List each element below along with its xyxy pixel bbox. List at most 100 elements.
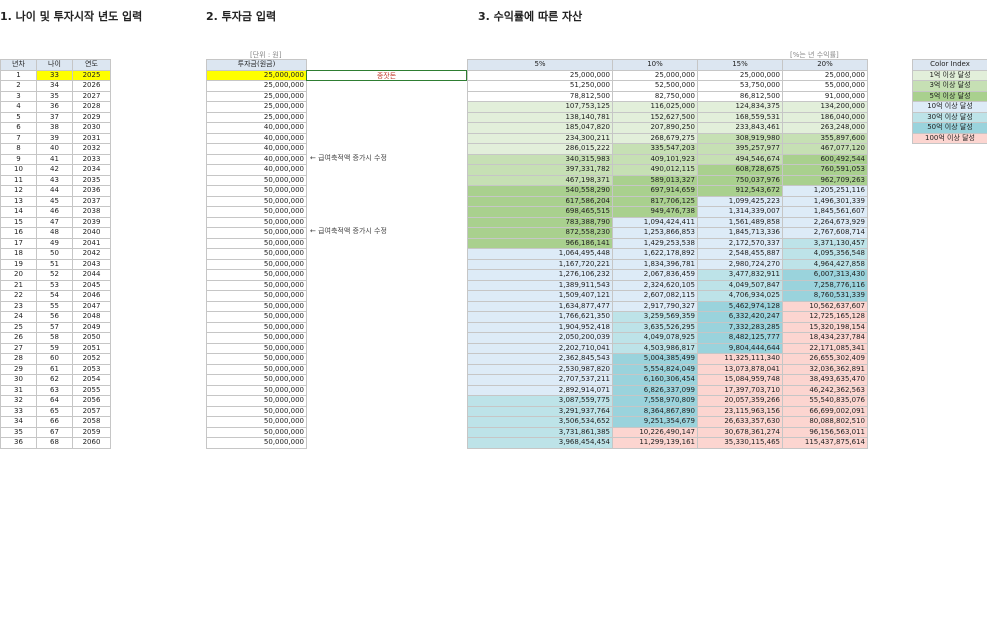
age-cell: 63 [36, 384, 73, 396]
age-cell: 60 [36, 353, 73, 365]
asset-20pct-cell: 96,156,563,011 [782, 426, 868, 438]
table-row: 19 51 2043 [0, 258, 111, 270]
principal-cell[interactable]: 50,000,000 [206, 185, 307, 197]
principal-cell[interactable]: 50,000,000 [206, 237, 307, 249]
asset-10pct-cell: 6,826,337,099 [612, 384, 698, 396]
principal-cell[interactable]: 25,000,000 [206, 69, 307, 81]
table-row: 3,087,559,775 7,558,970,809 20,057,359,266… [467, 395, 868, 407]
principal-cell[interactable]: 40,000,000 [206, 164, 307, 176]
principal-cell[interactable]: 25,000,000 [206, 80, 307, 92]
header-rate-20: 20% [782, 59, 868, 71]
table-row: 21 53 2045 [0, 279, 111, 291]
year-cell: 2052 [72, 353, 111, 365]
table-row: 31 63 2055 [0, 384, 111, 396]
principal-cell[interactable]: 50,000,000 [206, 321, 307, 333]
table-row: 1,509,407,121 2,607,082,115 4,706,934,025 8… [467, 290, 868, 302]
asset-15pct-cell: 11,325,111,340 [697, 353, 783, 365]
year-count-cell: 16 [0, 227, 37, 239]
table-row: 185,047,820 207,890,250 233,843,461 263,248… [467, 122, 868, 134]
principal-cell[interactable]: 50,000,000 [206, 374, 307, 386]
principal-cell[interactable]: 25,000,000 [206, 111, 307, 123]
asset-20pct-cell: 7,258,776,116 [782, 279, 868, 291]
asset-5pct-cell: 2,202,710,041 [467, 342, 613, 354]
principal-cell[interactable]: 50,000,000 [206, 300, 307, 312]
principal-cell[interactable]: 50,000,000 [206, 426, 307, 438]
asset-5pct-cell: 698,465,515 [467, 206, 613, 218]
principal-cell[interactable]: 40,000,000 [206, 132, 307, 144]
principal-cell[interactable]: 50,000,000 [206, 206, 307, 218]
asset-10pct-cell: 4,049,078,925 [612, 332, 698, 344]
table-row: 1,064,495,448 1,622,178,892 2,548,455,887 4… [467, 248, 868, 260]
principal-cell[interactable]: 50,000,000 [206, 437, 307, 449]
asset-15pct-cell: 233,843,461 [697, 122, 783, 134]
principal-cell[interactable]: 50,000,000 [206, 248, 307, 260]
asset-15pct-cell: 25,000,000 [697, 69, 783, 81]
asset-5pct-cell: 3,731,861,385 [467, 426, 613, 438]
principal-cell[interactable]: 50,000,000 [206, 195, 307, 207]
principal-cell[interactable]: 50,000,000 [206, 227, 307, 239]
principal-cell[interactable]: 50,000,000 [206, 269, 307, 281]
table-row: 50,000,000 [206, 342, 307, 354]
table-row: 24 56 2048 [0, 311, 111, 323]
principal-cell[interactable]: 50,000,000 [206, 290, 307, 302]
principal-cell[interactable]: 25,000,000 [206, 90, 307, 102]
principal-cell[interactable]: 50,000,000 [206, 258, 307, 270]
table-row: 3,968,454,454 11,299,139,161 35,330,115,46… [467, 437, 868, 449]
table-row: 11 43 2035 [0, 174, 111, 186]
table-row: 13 45 2037 [0, 195, 111, 207]
year-cell: 2055 [72, 384, 111, 396]
year-cell: 2050 [72, 332, 111, 344]
principal-cell[interactable]: 50,000,000 [206, 311, 307, 323]
principal-cell[interactable]: 25,000,000 [206, 101, 307, 113]
asset-20pct-cell: 115,437,875,614 [782, 437, 868, 449]
table-row: 18 50 2042 [0, 248, 111, 260]
principal-cell[interactable]: 40,000,000 [206, 153, 307, 165]
table-row: 397,331,782 490,012,115 608,728,675 760,591… [467, 164, 868, 176]
table-row: 40,000,000 [206, 153, 307, 165]
age-cell: 53 [36, 279, 73, 291]
asset-10pct-cell: 11,299,139,161 [612, 437, 698, 449]
table-row: 30 62 2054 [0, 374, 111, 386]
year-count-cell: 1 [0, 69, 37, 81]
asset-15pct-cell: 395,257,977 [697, 143, 783, 155]
table-row: 540,558,290 697,914,659 912,543,672 1,205,2… [467, 185, 868, 197]
table-row: 5 37 2029 [0, 111, 111, 123]
principal-cell[interactable]: 50,000,000 [206, 279, 307, 291]
year-cell: 2047 [72, 300, 111, 312]
asset-20pct-cell: 8,760,531,339 [782, 290, 868, 302]
seed-money-memo[interactable]: 종잣돈 [306, 70, 467, 81]
principal-cell[interactable]: 50,000,000 [206, 405, 307, 417]
age-cell: 43 [36, 174, 73, 186]
principal-cell[interactable]: 50,000,000 [206, 353, 307, 365]
year-cell: 2027 [72, 90, 111, 102]
principal-cell[interactable]: 50,000,000 [206, 363, 307, 375]
principal-cell[interactable]: 40,000,000 [206, 122, 307, 134]
table-row: 1,276,106,232 2,067,836,459 3,477,832,911 6… [467, 269, 868, 281]
principal-cell[interactable]: 50,000,000 [206, 174, 307, 186]
asset-15pct-cell: 86,812,500 [697, 90, 783, 102]
table-row: 2,892,914,071 6,826,337,099 17,397,703,710… [467, 384, 868, 396]
principal-cell[interactable]: 50,000,000 [206, 416, 307, 428]
table-row: 50,000,000 [206, 227, 307, 239]
year-cell[interactable]: 2025 [72, 69, 111, 81]
year-count-cell: 6 [0, 122, 37, 134]
year-count-cell: 24 [0, 311, 37, 323]
unit-note: [단위 : 원] [250, 51, 282, 59]
asset-20pct-cell: 2,767,608,714 [782, 227, 868, 239]
age-cell: 45 [36, 195, 73, 207]
principal-cell[interactable]: 50,000,000 [206, 342, 307, 354]
year-count-cell: 8 [0, 143, 37, 155]
principal-cell[interactable]: 50,000,000 [206, 384, 307, 396]
principal-cell[interactable]: 50,000,000 [206, 395, 307, 407]
principal-cell[interactable]: 50,000,000 [206, 332, 307, 344]
age-cell: 47 [36, 216, 73, 228]
legend-row: 30억 이상 달성 [912, 111, 987, 123]
year-cell: 2040 [72, 227, 111, 239]
asset-15pct-cell: 4,706,934,025 [697, 290, 783, 302]
asset-20pct-cell: 760,591,053 [782, 164, 868, 176]
principal-cell[interactable]: 40,000,000 [206, 143, 307, 155]
age-cell[interactable]: 33 [36, 69, 73, 81]
header-rate-10: 10% [612, 59, 698, 71]
table-row: 3,291,937,764 8,364,867,890 23,115,963,156… [467, 405, 868, 417]
principal-cell[interactable]: 50,000,000 [206, 216, 307, 228]
